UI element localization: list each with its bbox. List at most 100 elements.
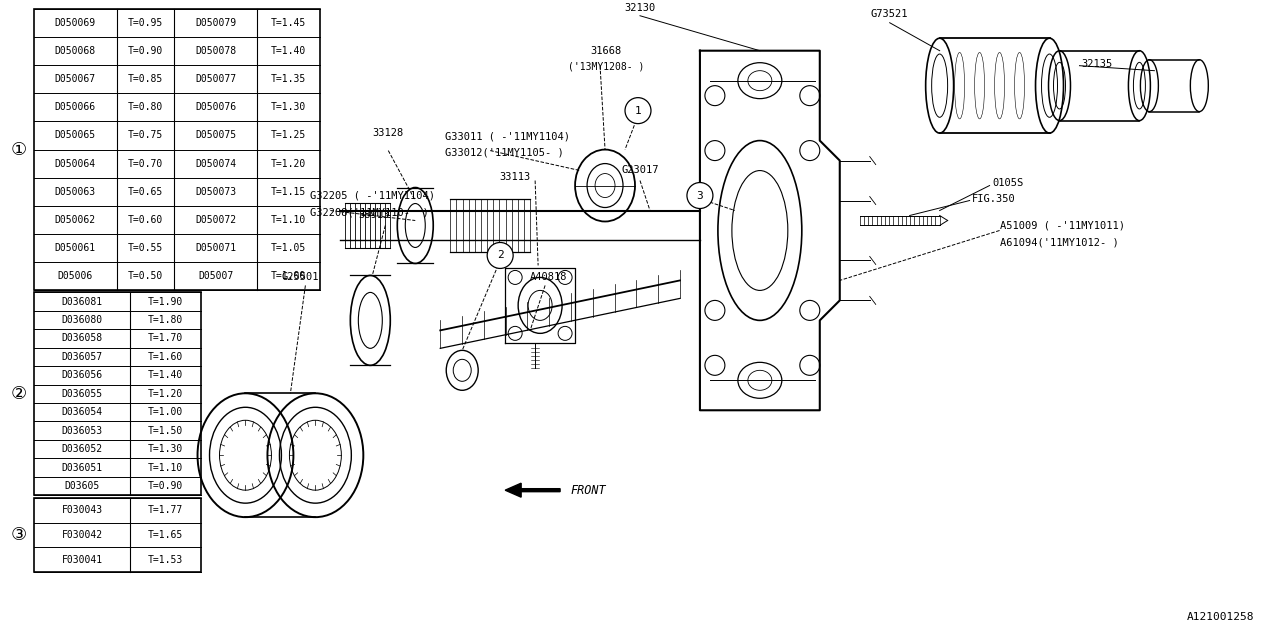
Text: D050069: D050069 [55,18,96,28]
Text: 33128: 33128 [372,127,404,138]
Text: T=1.05: T=1.05 [271,243,306,253]
Text: T=0.50: T=0.50 [128,271,163,282]
Text: D050061: D050061 [55,243,96,253]
Text: T=1.45: T=1.45 [271,18,306,28]
Text: D050067: D050067 [55,74,96,84]
Text: 38913: 38913 [358,211,390,221]
Text: D036058: D036058 [61,333,102,344]
Text: G32208('11MY110-  ): G32208('11MY110- ) [310,207,429,218]
Text: D036080: D036080 [61,315,102,325]
Text: D036051: D036051 [61,463,102,472]
FancyArrow shape [506,483,561,497]
Text: D050066: D050066 [55,102,96,113]
Text: G23017: G23017 [621,164,659,175]
Circle shape [488,243,513,268]
Text: T=0.95: T=0.95 [128,18,163,28]
Bar [33,498,201,572]
Text: D050068: D050068 [55,46,96,56]
Text: 31668: 31668 [590,45,621,56]
Text: D036055: D036055 [61,388,102,399]
Text: D050072: D050072 [195,215,237,225]
Text: T=1.20: T=1.20 [271,159,306,169]
Text: T=1.00: T=1.00 [271,271,306,282]
Text: T=0.65: T=0.65 [128,187,163,197]
Text: T=1.20: T=1.20 [148,388,183,399]
Text: T=0.55: T=0.55 [128,243,163,253]
Text: A121001258: A121001258 [1187,612,1254,622]
Text: D050064: D050064 [55,159,96,169]
Text: G32205 ( -'11MY1104): G32205 ( -'11MY1104) [310,191,435,200]
Text: ③: ③ [10,526,27,544]
Text: D050065: D050065 [55,131,96,141]
Text: T=0.70: T=0.70 [128,159,163,169]
Text: D050078: D050078 [195,46,237,56]
Text: T=1.00: T=1.00 [148,407,183,417]
Text: G33011 ( -'11MY1104): G33011 ( -'11MY1104) [445,132,570,141]
Text: 3: 3 [696,191,703,200]
Text: D036053: D036053 [61,426,102,436]
Text: 1: 1 [635,106,641,116]
Text: T=0.85: T=0.85 [128,74,163,84]
Text: D036054: D036054 [61,407,102,417]
Text: ①: ① [10,141,27,159]
Text: F030043: F030043 [61,506,102,515]
Text: D05007: D05007 [198,271,233,282]
Text: A51009 ( -'11MY1011): A51009 ( -'11MY1011) [1000,221,1125,230]
Text: D036057: D036057 [61,352,102,362]
Text: D05006: D05006 [58,271,93,282]
Text: T=1.15: T=1.15 [271,187,306,197]
Text: D050075: D050075 [195,131,237,141]
Text: D03605: D03605 [64,481,100,491]
Text: T=1.30: T=1.30 [271,102,306,113]
Text: ('13MY1208- ): ('13MY1208- ) [568,61,644,72]
Text: D036052: D036052 [61,444,102,454]
Text: T=1.77: T=1.77 [148,506,183,515]
Text: T=1.10: T=1.10 [148,463,183,472]
Text: T=0.75: T=0.75 [128,131,163,141]
Circle shape [625,98,652,124]
Text: T=1.60: T=1.60 [148,352,183,362]
Text: G33012('11MY1105- ): G33012('11MY1105- ) [445,148,564,157]
Text: T=0.90: T=0.90 [148,481,183,491]
Text: A40818: A40818 [530,273,567,282]
Text: D050077: D050077 [195,74,237,84]
Text: T=1.30: T=1.30 [148,444,183,454]
Bar [33,292,201,495]
Text: ②: ② [10,385,27,403]
Text: D050074: D050074 [195,159,237,169]
Text: T=1.53: T=1.53 [148,555,183,564]
Text: 2: 2 [497,250,503,260]
Text: T=1.25: T=1.25 [271,131,306,141]
Text: T=1.50: T=1.50 [148,426,183,436]
Text: 0105S: 0105S [992,177,1024,188]
Text: T=1.35: T=1.35 [271,74,306,84]
Text: T=1.70: T=1.70 [148,333,183,344]
Text: D036056: D036056 [61,371,102,380]
Text: D050073: D050073 [195,187,237,197]
Text: G73521: G73521 [870,9,909,19]
Text: F030042: F030042 [61,530,102,540]
Text: T=1.40: T=1.40 [148,371,183,380]
Bar [33,9,320,291]
Text: T=0.80: T=0.80 [128,102,163,113]
Text: T=0.60: T=0.60 [128,215,163,225]
Text: 33113: 33113 [499,172,530,182]
Text: T=1.40: T=1.40 [271,46,306,56]
Text: D050063: D050063 [55,187,96,197]
Text: T=1.65: T=1.65 [148,530,183,540]
Text: 32130: 32130 [625,3,655,13]
Text: G25501: G25501 [282,273,319,282]
Text: D050079: D050079 [195,18,237,28]
Text: FRONT: FRONT [570,484,605,497]
Text: D036081: D036081 [61,296,102,307]
Text: D050071: D050071 [195,243,237,253]
Text: D050062: D050062 [55,215,96,225]
Text: T=1.90: T=1.90 [148,296,183,307]
Text: A61094('11MY1012- ): A61094('11MY1012- ) [1000,237,1119,248]
Text: F030041: F030041 [61,555,102,564]
Text: T=1.10: T=1.10 [271,215,306,225]
Text: T=1.80: T=1.80 [148,315,183,325]
Text: FIG.350: FIG.350 [972,193,1015,204]
Text: T=0.90: T=0.90 [128,46,163,56]
Text: 32135: 32135 [1082,59,1112,68]
